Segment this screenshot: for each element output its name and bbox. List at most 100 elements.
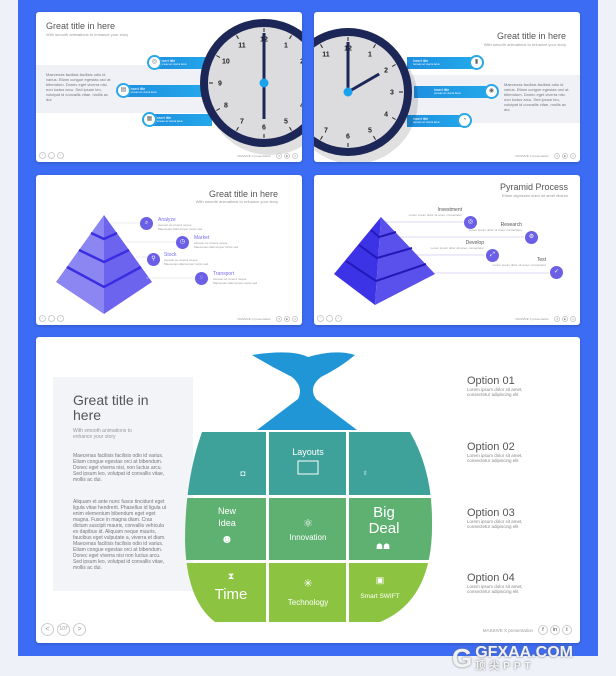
document-icon: ▤ — [116, 83, 131, 98]
slide-nav[interactable]: < > — [39, 315, 64, 322]
hourglass-icon: ⧗ — [228, 571, 234, 581]
social-links: MASSIVE X presentation f in t — [515, 316, 576, 322]
cell-label: Smart SWIFT — [360, 593, 399, 600]
clock-number: 5 — [284, 119, 288, 126]
cell-label: Time — [215, 586, 248, 603]
option-2: Option 02 Lorem ipsum dolor sit amet, cons… — [467, 441, 523, 463]
callout-bar-1: Insert title Aenean ac viverra lacus — [154, 57, 214, 69]
slide-subtitle: Etiam dignissim dolor sit amet dictum — [501, 193, 568, 198]
prev-button[interactable]: < — [317, 315, 324, 322]
next-button[interactable]: > — [335, 315, 342, 322]
item-text: Aenean ac viverra neque — [194, 241, 228, 245]
clock-face — [208, 27, 302, 139]
linkedin-icon[interactable]: in — [562, 316, 568, 322]
twitter-icon[interactable]: t — [570, 153, 576, 159]
cell-big-deal — [349, 498, 433, 560]
slide-clock-left[interactable]: Great title in here With smooth animatio… — [36, 12, 302, 162]
linkedin-icon[interactable]: in — [550, 625, 560, 635]
item-label: Develop — [465, 240, 484, 246]
facebook-icon[interactable]: f — [276, 316, 282, 322]
transport-icon: ◌ — [195, 272, 208, 285]
body-text-1: Maecenas facilisis facilisis odio id var… — [73, 453, 165, 483]
twitter-icon[interactable]: t — [570, 316, 576, 322]
prev-button[interactable]: < — [39, 315, 46, 322]
item-text: Lorem ipsum dolor sit amet, consectetur — [408, 213, 462, 217]
clock-number: 4 — [300, 103, 302, 110]
linkedin-icon[interactable]: in — [284, 153, 290, 159]
test-icon: ✓ — [550, 266, 563, 279]
clock-number: 6 — [346, 134, 350, 141]
cell-lightbulb — [349, 432, 433, 495]
page-number: 107 — [57, 623, 70, 636]
slide-pyramid-process[interactable]: Pyramid Process Etiam dignissim dolor si… — [314, 175, 580, 325]
tick — [320, 44, 323, 49]
people-icon: ☗☗ — [376, 542, 390, 551]
item-label: Investment — [437, 207, 462, 213]
clock-number: 9 — [218, 81, 222, 88]
option-3: Option 03 Lorem ipsum dolor sit amet, cons… — [467, 507, 523, 529]
slide-subtitle: With smooth animations to enhance your s… — [483, 42, 566, 47]
item-text: Maecenas ullamcorper turpis sed — [213, 281, 258, 285]
slide-nav[interactable]: < > — [39, 152, 64, 159]
slide-title: Great title in here — [208, 189, 278, 199]
next-button[interactable]: > — [57, 315, 64, 322]
cell-innovation — [269, 498, 346, 560]
item-text: Aenean ac viverra neque — [164, 258, 198, 262]
cell-label: New — [218, 506, 237, 516]
next-button[interactable]: > — [73, 623, 86, 636]
facebook-icon[interactable]: f — [276, 153, 282, 159]
slide-pyramid-light[interactable]: Great title in here With smooth animatio… — [36, 175, 302, 325]
clock-number: 4 — [384, 112, 388, 119]
hour-hand — [347, 72, 380, 94]
investment-icon: ◎ — [464, 216, 477, 229]
clock-number: 1 — [284, 42, 288, 49]
head-idea-icon: ☻ — [221, 532, 234, 546]
clock-number: 7 — [240, 119, 244, 126]
facebook-icon[interactable]: f — [538, 625, 548, 635]
slide-bag-infographic[interactable]: Great title in here With smooth animatio… — [36, 337, 580, 643]
facebook-icon[interactable]: f — [554, 153, 560, 159]
page-indicator — [48, 152, 55, 159]
prev-button[interactable]: < — [39, 152, 46, 159]
watermark-g-icon: G — [452, 643, 473, 673]
clock-number: 8 — [224, 103, 228, 110]
footer-credit: MASSIVE X presentation — [515, 154, 549, 158]
cell-label: Big — [373, 504, 395, 521]
slide-clock-right[interactable]: Great title in here With smooth animatio… — [314, 12, 580, 162]
linkedin-icon[interactable]: in — [562, 153, 568, 159]
callout-bar-1: Insert title Aenean ac viverra lacus — [407, 57, 473, 69]
twitter-icon[interactable]: t — [562, 625, 572, 635]
slide-title: Pyramid Process — [499, 182, 568, 192]
clock-number: 2 — [384, 68, 388, 75]
slide-nav[interactable]: < 107 > — [41, 623, 86, 636]
social-links: MASSIVE X presentation f in t — [237, 316, 298, 322]
footer-credit: MASSIVE X presentation — [482, 627, 533, 633]
footer-credit: MASSIVE X presentation — [515, 317, 549, 321]
slide-nav[interactable]: < > — [317, 315, 342, 322]
tick — [236, 35, 239, 40]
network-icon: ✳ — [303, 578, 312, 590]
cards-icon: ▣ — [376, 575, 385, 585]
footer-credit: MASSIVE X presentation — [237, 317, 271, 321]
item-text: Lorem ipsum dolor sit amet, consectetur — [430, 246, 484, 250]
facebook-icon[interactable]: f — [554, 316, 560, 322]
clock-number: 11 — [238, 42, 246, 49]
twitter-icon[interactable]: t — [292, 316, 298, 322]
item-text: Aenean ac viverra neque — [158, 223, 192, 227]
item-text: Maecenas ullamcorper turpis sed — [164, 262, 209, 266]
atom-icon: ⚛ — [303, 518, 313, 530]
clock-number: 5 — [368, 128, 372, 135]
social-links: MASSIVE X presentation f in t — [515, 153, 576, 159]
clock-number: 2 — [300, 59, 302, 66]
twitter-icon[interactable]: t — [292, 153, 298, 159]
research-icon: ⚙ — [525, 231, 538, 244]
clock-number: 1 — [368, 51, 372, 58]
cell-camera — [185, 432, 266, 495]
linkedin-icon[interactable]: in — [284, 316, 290, 322]
clock-six: 121234567891011 — [200, 19, 302, 155]
eye-icon: ◎ — [147, 55, 162, 70]
prev-button[interactable]: < — [41, 623, 54, 636]
social-links: MASSIVE X presentation f in t — [483, 625, 572, 635]
tick — [373, 135, 376, 140]
next-button[interactable]: > — [57, 152, 64, 159]
